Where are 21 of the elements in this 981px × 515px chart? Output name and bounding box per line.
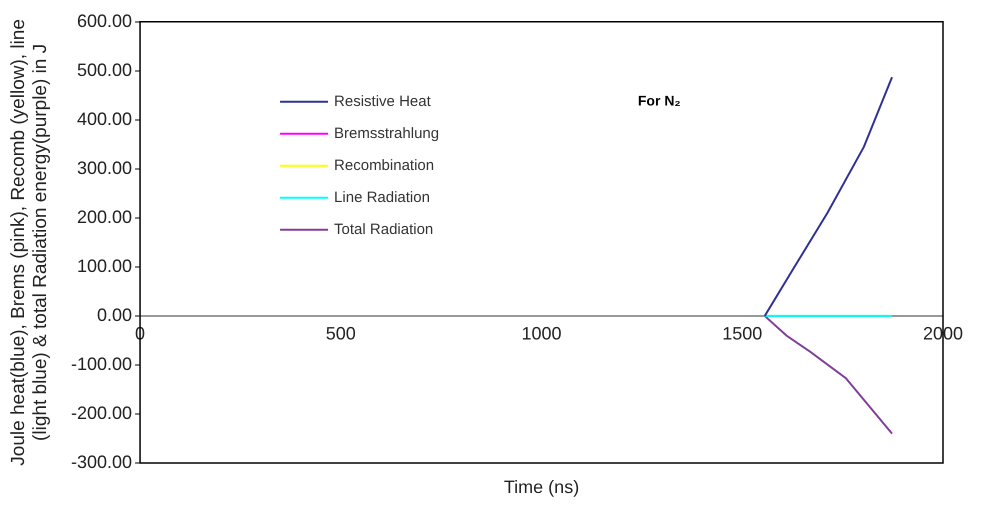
y-tick-label: -100.00 [70, 354, 132, 374]
y-axis-title: Joule heat(blue), Brems (pink), Recomb (yellow), line (light blue) & total Radiation energy(purple) in J [8, 19, 52, 466]
y-tick-label: 200.00 [76, 206, 132, 227]
legend-label: Recombination [334, 156, 434, 174]
y-tick-label: 100.00 [76, 256, 132, 276]
annotation: For N₂ [638, 92, 681, 109]
y-tick-label: -300.00 [70, 452, 132, 472]
x-tick-label: 1500 [722, 324, 762, 344]
x-tick-label: 1000 [522, 324, 562, 344]
y-tick-label: -200.00 [70, 402, 132, 423]
legend-label: Bremsstrahlung [334, 124, 440, 142]
y-tick-label: 0.00 [97, 304, 132, 325]
y-tick-label: 600.00 [76, 10, 132, 31]
y-tick-label: 500.00 [76, 60, 132, 80]
legend-label: Line Radiation [334, 188, 430, 206]
x-axis-title: Time (ns) [504, 477, 580, 497]
legend-label: Total Radiation [334, 220, 434, 238]
y-tick-label: 300.00 [76, 158, 132, 178]
y-tick-label: 400.00 [76, 108, 132, 129]
legend-label: Resistive Heat [334, 92, 432, 110]
x-tick-label: 500 [326, 324, 356, 344]
